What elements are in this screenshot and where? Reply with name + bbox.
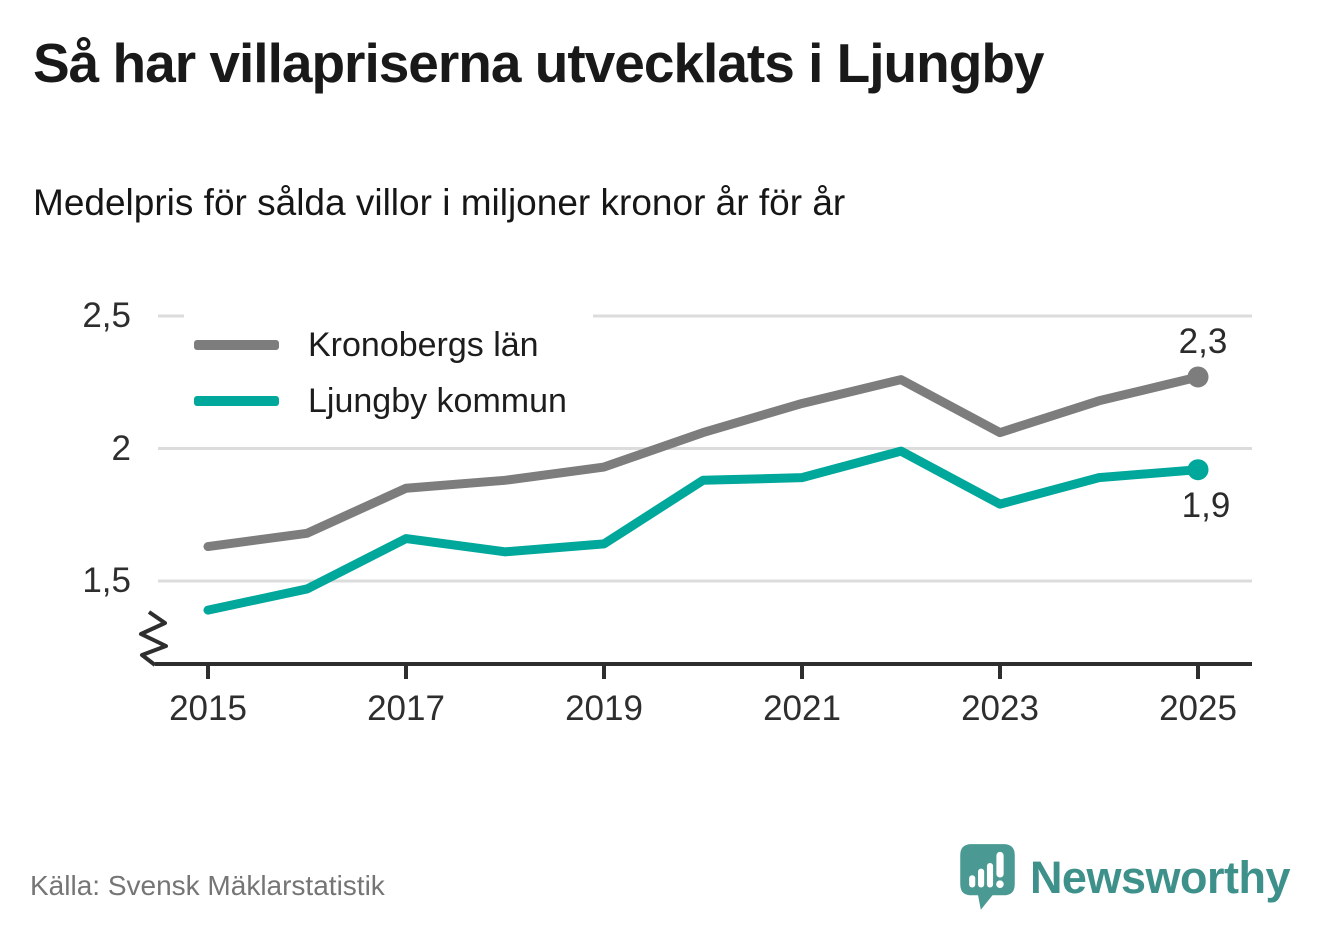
series-line [203, 446, 1203, 615]
exclamation-bar-icon [996, 851, 1004, 878]
series-end-dot [1187, 459, 1209, 481]
series-line [203, 372, 1203, 552]
legend-swatch-line-icon [194, 340, 279, 350]
legend-label: Kronobergs län [308, 325, 539, 364]
axis-break-squiggle-icon [139, 610, 168, 667]
chart-legend: Kronobergs län Ljungby kommun [184, 301, 593, 439]
page-title: Så har villapriserna utvecklats i Ljungb… [33, 32, 1045, 94]
newsworthy-bubble-chart-icon [960, 844, 1015, 910]
bar-icon [969, 875, 976, 888]
series-end-dot [1187, 366, 1209, 388]
brand-name: Newsworthy [1029, 851, 1291, 903]
bar-icon [986, 863, 994, 888]
brand-logo: Newsworthy [959, 843, 1291, 912]
legend-item-kronobergs-lan: Kronobergs län [194, 325, 567, 365]
legend-label: Ljungby kommun [308, 381, 567, 420]
exclamation-dot-icon [996, 880, 1004, 888]
bar-icon [977, 868, 985, 888]
legend-item-ljungby-kommun: Ljungby kommun [194, 381, 567, 421]
source-note: Källa: Svensk Mäklarstatistik [30, 870, 385, 901]
legend-swatch-line-icon [194, 396, 279, 406]
chart-subtitle: Medelpris för sålda villor i miljoner kr… [33, 182, 846, 223]
